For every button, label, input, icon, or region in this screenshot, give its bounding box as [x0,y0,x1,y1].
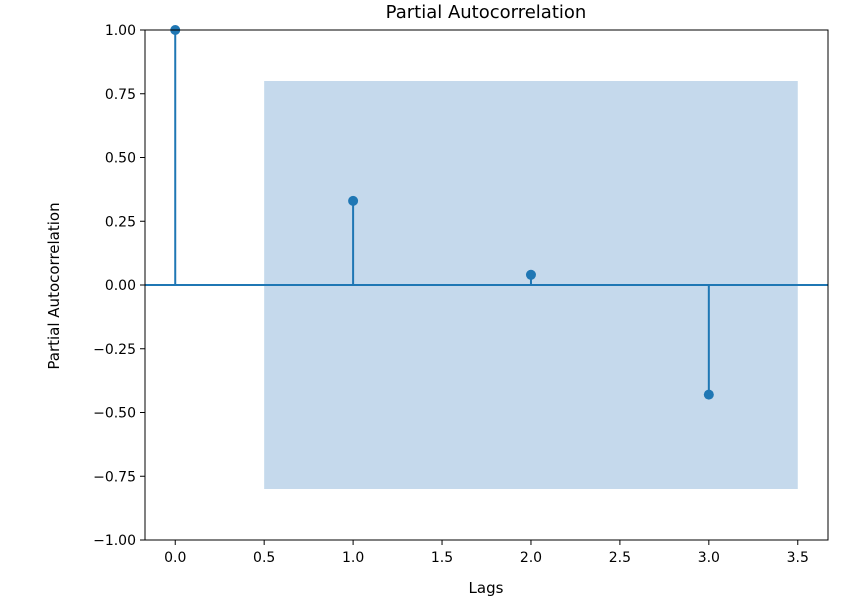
x-tick-label: 2.5 [609,550,631,566]
stem-marker-lag-3 [703,389,714,400]
y-tick-label: 0.50 [105,151,136,167]
y-tick-label: 0.00 [105,278,136,294]
chart-title: Partial Autocorrelation [386,2,587,23]
y-tick-label: −0.50 [93,406,136,422]
stem-marker-lag-1 [348,195,359,206]
y-tick-label: 0.75 [105,87,136,103]
x-tick-label: 0.0 [164,550,186,566]
y-tick-label: −0.75 [93,469,136,485]
y-tick-label: 1.00 [105,23,136,39]
x-tick-label: 3.0 [698,550,720,566]
x-tick-label: 0.5 [253,550,275,566]
y-axis-label: Partial Autocorrelation [45,202,63,369]
x-tick-label: 1.0 [342,550,364,566]
x-tick-label: 3.5 [787,550,809,566]
y-tick-label: −0.25 [93,342,136,358]
y-tick-label: −1.00 [93,533,136,549]
x-tick-label: 1.5 [431,550,453,566]
stem-marker-lag-2 [525,269,536,280]
ticks-layer: 0.0 0.5 1.0 1.5 2.0 2.5 3.0 3.5 −1.00 −0.75 −0.50 −… [93,23,809,566]
x-tick-label: 2.0 [520,550,542,566]
y-tick-label: 0.25 [105,214,136,230]
x-axis-label: Lags [469,579,504,597]
